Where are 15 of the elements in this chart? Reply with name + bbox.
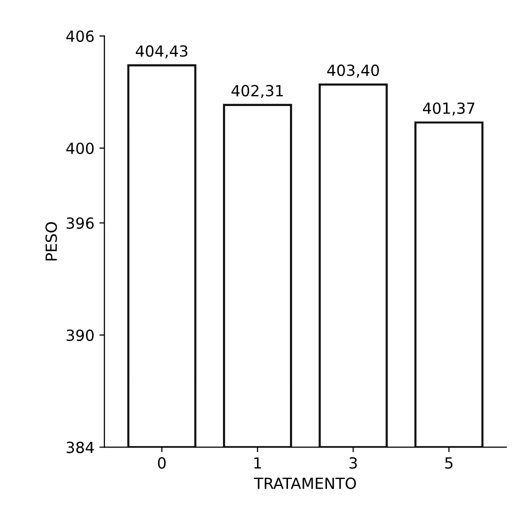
x-axis-title: TRATAMENTO bbox=[254, 478, 356, 490]
x-tick-label: 3 bbox=[350, 457, 357, 469]
data-label: 401,37 bbox=[422, 102, 474, 116]
y-tick-label: 396 bbox=[66, 217, 94, 229]
y-tick-label: 384 bbox=[66, 442, 94, 454]
x-tick-label: 1 bbox=[254, 457, 261, 469]
y-tick-label: 406 bbox=[66, 30, 94, 42]
x-tick-label: 5 bbox=[445, 457, 452, 469]
y-axis-title: PESO bbox=[45, 222, 57, 260]
data-label: 403,40 bbox=[327, 64, 379, 78]
x-tick-label: 0 bbox=[158, 457, 166, 469]
y-tick-label: 390 bbox=[66, 330, 94, 342]
data-label: 404,43 bbox=[136, 45, 188, 58]
y-tick-label: 400 bbox=[66, 142, 94, 154]
data-label: 402,31 bbox=[232, 84, 283, 98]
